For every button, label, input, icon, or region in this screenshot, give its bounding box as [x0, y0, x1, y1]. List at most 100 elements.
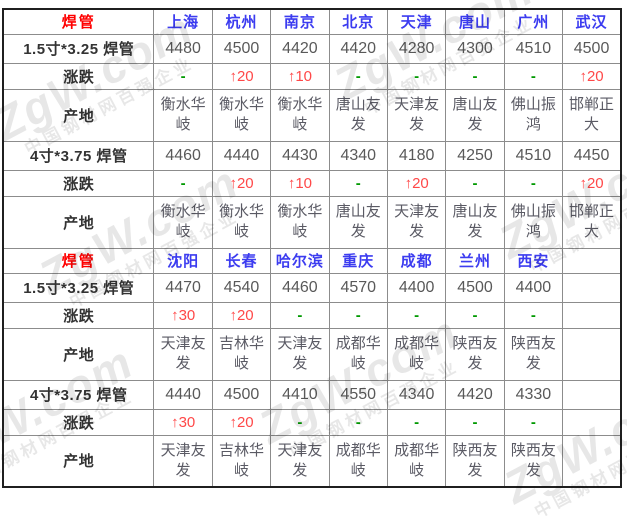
row-label: 产地 [2, 327, 155, 381]
city-header: 西安 [503, 247, 564, 274]
price-row: 1.5寸*3.25 焊管 4480 4500 4420 4420 4280 4300 4510… [2, 33, 622, 64]
origin-cell: 吉林华岐 [211, 434, 272, 488]
price-cell: 4500 [562, 33, 622, 64]
change-cell: - [153, 62, 213, 90]
origin-cell: 衡水华岐 [270, 88, 330, 142]
change-cell: ↑20 [211, 169, 272, 197]
change-cell: - [445, 169, 505, 197]
origin-cell: 唐山友发 [328, 88, 388, 142]
origin-cell: 天津友发 [270, 327, 330, 381]
change-cell: - [386, 408, 447, 436]
change-cell: - [328, 62, 388, 90]
origin-cell: 陕西友发 [503, 434, 564, 488]
change-cell: ↑20 [211, 408, 272, 436]
change-cell: - [270, 408, 330, 436]
origin-cell: 天津友发 [270, 434, 330, 488]
origin-cell: 成都华岐 [386, 434, 447, 488]
section-product-label: 焊管 [2, 8, 155, 35]
origin-cell: 成都华岐 [328, 434, 388, 488]
price-cell: 4400 [386, 272, 447, 303]
city-header: 哈尔滨 [270, 247, 330, 274]
city-header: 唐山 [445, 8, 505, 35]
price-cell: 4470 [153, 272, 213, 303]
change-cell: ↑20 [386, 169, 447, 197]
origin-cell [562, 327, 622, 381]
price-cell: 4420 [270, 33, 330, 64]
price-cell: 4450 [562, 140, 622, 171]
price-cell: 4500 [211, 33, 272, 64]
row-label: 产地 [2, 195, 155, 249]
city-header: 长春 [211, 247, 272, 274]
change-row: 涨跌 - ↑20 ↑10- - - - ↑20 [2, 62, 622, 90]
origin-row: 产地 衡水华岐 衡水华岐 衡水华岐 唐山友发 天津友发 唐山友发 佛山振鸿 邯郸正大 [2, 88, 622, 142]
change-cell: ↑30 [153, 301, 213, 329]
row-label: 4寸*3.75 焊管 [2, 379, 155, 410]
origin-cell: 衡水华岐 [153, 195, 213, 249]
change-cell: - [386, 62, 447, 90]
origin-cell: 佛山振鸿 [503, 88, 564, 142]
city-header: 沈阳 [153, 247, 213, 274]
section-product-label: 焊管 [2, 247, 155, 274]
origin-cell: 陕西友发 [445, 327, 505, 381]
change-cell: - [445, 62, 505, 90]
change-row: 涨跌 ↑30 ↑20- - - - - [2, 301, 622, 329]
origin-cell: 吉林华岐 [211, 327, 272, 381]
origin-cell: 衡水华岐 [211, 88, 272, 142]
price-cell: 4430 [270, 140, 330, 171]
origin-cell: 成都华岐 [328, 327, 388, 381]
price-cell: 4440 [211, 140, 272, 171]
row-label: 涨跌 [2, 301, 155, 329]
price-cell: 4340 [386, 379, 447, 410]
change-cell: - [386, 301, 447, 329]
city-header: 广州 [503, 8, 564, 35]
origin-cell: 衡水华岐 [153, 88, 213, 142]
price-cell: 4400 [503, 272, 564, 303]
welded-pipe-price-table: 焊管 上海 杭州 南京 北京 天津 唐山 广州 武汉 1.5寸*3.25 焊管 4480 4500 44… [2, 8, 622, 488]
price-cell: 4250 [445, 140, 505, 171]
change-row: 涨跌 - ↑20 ↑10- ↑20- - ↑20 [2, 169, 622, 197]
price-cell: 4540 [211, 272, 272, 303]
price-cell: 4300 [445, 33, 505, 64]
city-header: 杭州 [211, 8, 272, 35]
section-header-row: 焊管 沈阳 长春 哈尔滨 重庆 成都 兰州 西安 [2, 247, 622, 274]
origin-row: 产地 衡水华岐 衡水华岐 衡水华岐 唐山友发 天津友发 唐山友发 佛山振鸿 邯郸正大 [2, 195, 622, 249]
price-cell: 4550 [328, 379, 388, 410]
row-label: 4寸*3.75 焊管 [2, 140, 155, 171]
price-cell: 4340 [328, 140, 388, 171]
price-row: 1.5寸*3.25 焊管 4470 4540 4460 4570 4400 4500 4400 [2, 272, 622, 303]
price-cell: 4510 [503, 33, 564, 64]
origin-cell: 佛山振鸿 [503, 195, 564, 249]
origin-cell: 天津友发 [153, 434, 213, 488]
section-header-row: 焊管 上海 杭州 南京 北京 天津 唐山 广州 武汉 [2, 8, 622, 35]
origin-cell: 天津友发 [153, 327, 213, 381]
city-header: 北京 [328, 8, 388, 35]
change-cell: - [153, 169, 213, 197]
price-cell: 4460 [153, 140, 213, 171]
origin-cell: 邯郸正大 [562, 195, 622, 249]
price-cell: 4280 [386, 33, 447, 64]
row-label: 产地 [2, 434, 155, 488]
origin-cell: 陕西友发 [445, 434, 505, 488]
city-header: 南京 [270, 8, 330, 35]
origin-cell: 唐山友发 [328, 195, 388, 249]
origin-cell [562, 434, 622, 488]
row-label: 1.5寸*3.25 焊管 [2, 33, 155, 64]
price-cell [562, 272, 622, 303]
change-cell: - [270, 301, 330, 329]
price-cell: 4570 [328, 272, 388, 303]
price-cell: 4460 [270, 272, 330, 303]
row-label: 涨跌 [2, 408, 155, 436]
city-header: 上海 [153, 8, 213, 35]
change-cell: ↑20 [562, 169, 622, 197]
change-cell: ↑20 [211, 301, 272, 329]
city-header: 成都 [386, 247, 447, 274]
city-header: 重庆 [328, 247, 388, 274]
change-cell [562, 408, 622, 436]
price-cell: 4500 [211, 379, 272, 410]
change-cell: - [328, 301, 388, 329]
row-label: 1.5寸*3.25 焊管 [2, 272, 155, 303]
origin-row: 产地 天津友发 吉林华岐 天津友发 成都华岐 成都华岐 陕西友发 陕西友发 [2, 327, 622, 381]
change-cell: - [328, 169, 388, 197]
price-cell: 4420 [328, 33, 388, 64]
city-header [562, 247, 622, 274]
